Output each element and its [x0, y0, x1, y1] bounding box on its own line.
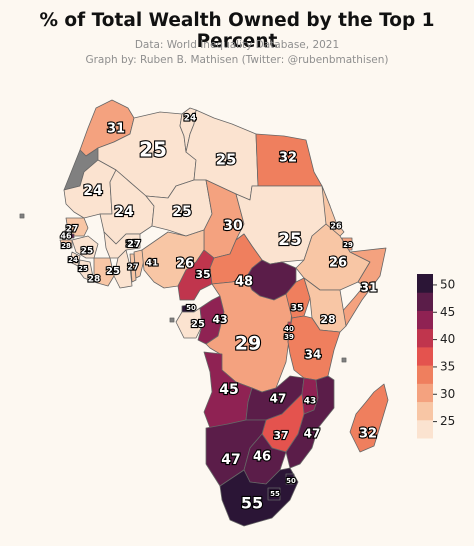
country-lesotho	[267, 487, 281, 501]
legend-swatch	[417, 419, 433, 439]
value-label-burundi: 39	[284, 333, 294, 341]
legend-tick-label: 25	[440, 414, 455, 428]
legend-swatch	[417, 346, 433, 366]
value-label-mozambique: 47	[304, 427, 321, 441]
legend-swatch	[417, 328, 433, 348]
country-ethiopia	[295, 223, 371, 291]
value-label-senegal: 27	[66, 225, 79, 235]
value-label-zambia: 47	[270, 392, 287, 406]
legend-swatch	[417, 310, 433, 330]
value-label-liberia: 25	[78, 265, 88, 273]
value-label-togo: 27	[127, 263, 138, 272]
country-uganda	[285, 277, 311, 319]
country-liberia	[77, 259, 95, 283]
value-label-burkina-faso: 25	[126, 240, 139, 250]
value-label-mali: 24	[114, 204, 134, 220]
value-label-ethiopia: 26	[329, 256, 347, 271]
country-gabon	[175, 307, 203, 339]
country-madagascar	[349, 383, 389, 453]
value-label-tunisia: 24	[184, 114, 197, 124]
country-sierra-leone	[69, 251, 81, 267]
value-label-egypt: 32	[279, 151, 297, 166]
legend-swatch	[417, 401, 433, 421]
legend-tick-label: 40	[440, 332, 455, 346]
value-label-chad: 30	[223, 218, 243, 234]
value-label-eswatini: 50	[286, 477, 296, 485]
value-label-morocco: 31	[107, 122, 125, 137]
value-label-uganda: 35	[291, 304, 304, 314]
color-legend: 50 45 40 35 30 25	[417, 274, 455, 439]
value-label-rwanda: 40	[284, 325, 294, 333]
legend-tick-label: 45	[440, 305, 455, 319]
source-note: Data: World Inequality Database, 2021	[134, 39, 340, 51]
value-label-sudan: 25	[278, 230, 302, 250]
country-mozambique	[285, 375, 335, 469]
value-label-benin: 27	[127, 239, 141, 250]
country-comoros	[341, 357, 347, 363]
chart-title: % of Total Wealth Owned by the Top 1 Per…	[39, 10, 435, 52]
value-label-cote-d-ivoire: 28	[88, 275, 101, 285]
country-senegal	[65, 217, 89, 237]
author-credit: Graph by: Ruben B. Mathisen (Twitter: @r…	[85, 54, 389, 66]
country-gambia	[61, 233, 75, 239]
country-ghana	[113, 249, 133, 289]
value-label-djibouti: 29	[343, 241, 353, 249]
legend-tick-label: 30	[440, 387, 455, 401]
value-label-botswana: 46	[253, 450, 271, 465]
country-cote-d-ivoire	[93, 257, 115, 287]
value-label-guinea-bissau: 28	[61, 242, 71, 250]
legend-swatch	[417, 383, 433, 403]
value-label-mauritania: 24	[83, 183, 103, 199]
legend-swatch	[417, 292, 433, 311]
value-label-gambia: 46	[60, 232, 72, 241]
legend-swatch	[417, 365, 433, 384]
value-label-congo: 43	[212, 313, 227, 326]
value-label-niger: 25	[172, 204, 191, 220]
value-label-equatorial-guinea: 50	[186, 304, 196, 312]
value-label-sierra-leone: 24	[68, 256, 78, 264]
value-label-gabon: 25	[191, 319, 205, 330]
value-label-cameroon: 41	[146, 259, 159, 269]
country-cape-verde	[19, 213, 25, 219]
value-label-madagascar: 32	[359, 427, 377, 442]
value-label-nigeria: 26	[176, 257, 194, 272]
value-label-namibia: 47	[221, 452, 240, 468]
value-label-lesotho: 55	[270, 490, 280, 498]
value-label-angola: 45	[219, 382, 238, 398]
value-label-tanzania: 34	[305, 348, 322, 362]
value-label-kenya: 28	[320, 313, 335, 326]
country-shapes	[19, 99, 389, 527]
country-guinea-bissau	[59, 239, 73, 249]
country-sao-tome	[169, 317, 175, 323]
value-label-south-sudan: 48	[235, 275, 253, 290]
value-label-malawi: 43	[304, 397, 317, 407]
value-label-libya: 25	[216, 151, 237, 169]
value-label-algeria: 25	[139, 138, 167, 162]
value-label-somalia: 31	[361, 281, 378, 295]
value-label-guinea: 25	[81, 247, 94, 257]
country-benin	[133, 249, 145, 279]
country-burkina-faso	[103, 231, 141, 259]
country-eswatini	[285, 473, 295, 485]
value-label-ghana: 25	[106, 266, 120, 277]
value-label-zimbabwe: 37	[273, 429, 288, 442]
value-label-south-africa: 55	[241, 494, 263, 513]
legend-tick-label: 50	[440, 277, 455, 291]
legend-tick-label: 35	[440, 359, 455, 373]
value-label-dr-congo: 29	[235, 333, 261, 355]
value-label-eritrea: 26	[330, 222, 342, 231]
value-label-central-african-republic: 35	[195, 268, 210, 281]
legend-swatch	[417, 274, 433, 293]
